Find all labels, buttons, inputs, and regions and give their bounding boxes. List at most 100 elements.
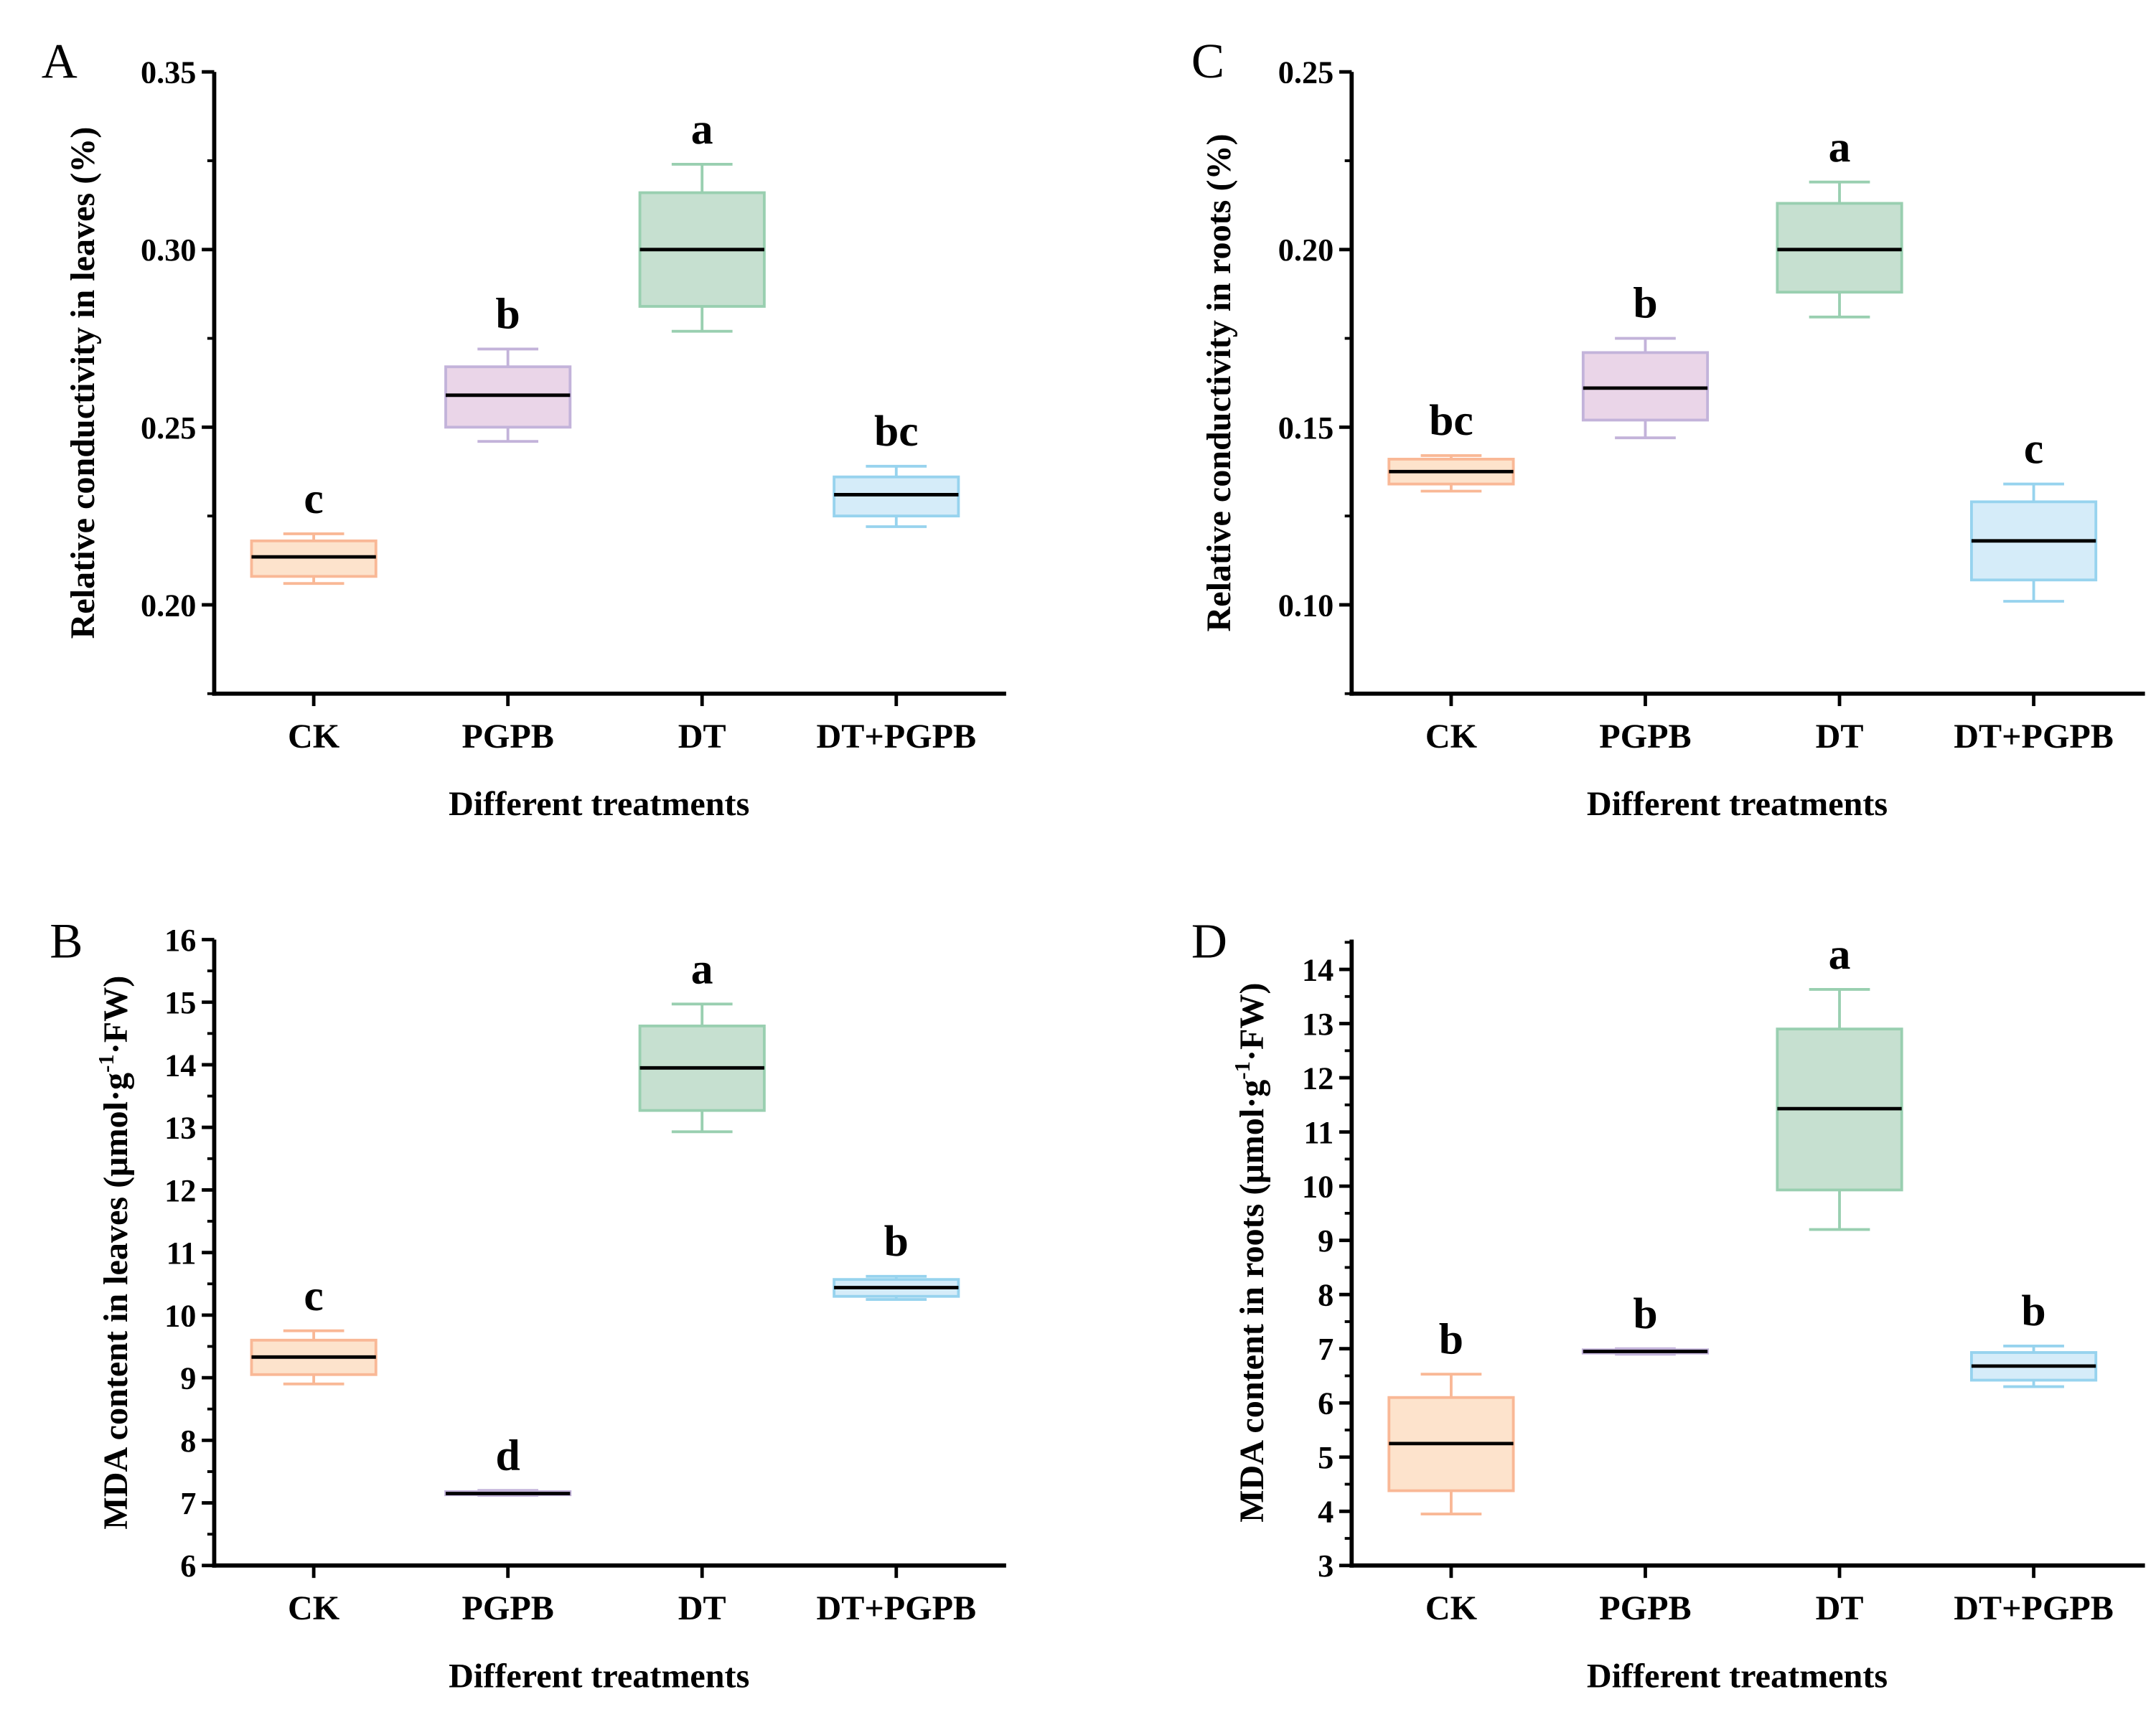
- significance-letter: c: [304, 1271, 323, 1320]
- box-dt: a: [1776, 930, 1903, 1231]
- y-tick-label: 11: [167, 1236, 197, 1271]
- significance-letter: bc: [874, 407, 919, 456]
- y-tick-label: 10: [1302, 1170, 1334, 1205]
- y-axis-title: Relative conductivity in leaves (%): [64, 127, 102, 639]
- y-axis-title-text: MDA content in leaves (μmol·g: [97, 1073, 135, 1530]
- significance-letter: a: [691, 944, 713, 993]
- y-tick-label: 15: [164, 985, 196, 1020]
- box-dt-plus-pgpb: b: [1970, 1287, 2098, 1388]
- significance-letter: bc: [1429, 396, 1473, 445]
- panel-c: C 0.10 0.15 0.20 0.25 Relative conductivity i…: [1191, 33, 2145, 823]
- x-tick-label: DT+PGPB: [1954, 718, 2114, 756]
- y-axis-title: MDA content in roots (μmol·g-1·FW): [1230, 982, 1271, 1522]
- y-axis-title: Relative conductivity in roots (%): [1200, 133, 1238, 631]
- x-axis-title: Different treatments: [1587, 785, 1888, 823]
- x-tick-label: PGPB: [1599, 1589, 1691, 1627]
- x-tick-label: DT+PGPB: [816, 718, 976, 756]
- x-tick-label: DT+PGPB: [1954, 1589, 2114, 1627]
- y-axis-title: MDA content in leaves (μmol·g-1·FW): [94, 976, 135, 1530]
- panel-label: B: [50, 913, 83, 969]
- y-tick-label: 11: [1303, 1115, 1334, 1150]
- iqr-box: [1776, 202, 1903, 294]
- y-tick-label: 0.10: [1278, 588, 1334, 623]
- y-axis-title-suffix: ·FW): [97, 976, 135, 1055]
- box-dt-plus-pgpb: bc: [833, 407, 960, 528]
- x-tick-label: PGPB: [462, 718, 554, 756]
- significance-letter: b: [496, 290, 520, 339]
- y-tick-label: 13: [164, 1111, 196, 1146]
- y-tick-label: 14: [1302, 952, 1334, 987]
- significance-letter: c: [2024, 425, 2043, 474]
- box-pgpb: b: [1581, 1289, 1710, 1356]
- y-tick-label: 3: [1318, 1548, 1334, 1584]
- y-tick-label: 8: [1318, 1278, 1334, 1313]
- box-pgpb: d: [444, 1431, 572, 1497]
- x-tick-label: PGPB: [1599, 718, 1691, 756]
- y-tick-label: 7: [1318, 1332, 1334, 1367]
- significance-letter: a: [691, 105, 713, 154]
- x-tick-label: PGPB: [462, 1589, 554, 1627]
- y-tick-label: 8: [180, 1424, 196, 1459]
- x-axis-title: Different treatments: [1587, 1657, 1888, 1695]
- x-tick-label: CK: [1425, 1589, 1478, 1627]
- iqr-box: [250, 539, 378, 578]
- x-tick-label: DT: [678, 1589, 726, 1627]
- significance-letter: a: [1829, 930, 1851, 979]
- y-tick-label: 0.20: [1278, 232, 1334, 268]
- y-tick-label: 12: [1302, 1060, 1334, 1096]
- y-tick-label: 9: [1318, 1223, 1334, 1259]
- panel-label: D: [1191, 913, 1227, 969]
- y-tick-label: 0.25: [141, 410, 196, 446]
- box-dt: a: [1776, 123, 1903, 319]
- iqr-box: [833, 475, 960, 518]
- x-tick-label: CK: [1425, 718, 1478, 756]
- y-axis-title-sup: -1: [1230, 1061, 1255, 1080]
- panel-d: D 3 4 5 6 7 8 9 10 11 12 13 14 MDA content in roots (…: [1191, 913, 2145, 1695]
- box-ck: b: [1387, 1314, 1515, 1515]
- significance-letter: b: [2021, 1287, 2045, 1335]
- y-tick-label: 6: [180, 1548, 196, 1584]
- x-tick-label: CK: [288, 1589, 340, 1627]
- box-ck: c: [250, 1271, 378, 1386]
- x-axis-title: Different treatments: [449, 1657, 749, 1695]
- box-dt-plus-pgpb: b: [833, 1217, 960, 1302]
- y-tick-label: 9: [180, 1361, 196, 1396]
- panel-a: A 0.20 0.25 0.30 0.35 Relative conductivity i…: [42, 33, 1006, 823]
- x-tick-label: DT+PGPB: [816, 1589, 976, 1627]
- x-tick-label: CK: [288, 718, 340, 756]
- iqr-box: [1581, 351, 1710, 422]
- box-dt-plus-pgpb: c: [1970, 425, 2098, 603]
- panel-label: A: [42, 33, 78, 88]
- x-tick-label: DT: [1816, 1589, 1864, 1627]
- significance-letter: b: [884, 1217, 909, 1266]
- y-axis-title-text: Relative conductivity in leaves (%): [64, 127, 102, 639]
- box-ck: c: [250, 474, 378, 585]
- y-tick-label: 16: [164, 923, 196, 958]
- box-pgpb: b: [1581, 279, 1710, 440]
- significance-letter: c: [304, 474, 323, 523]
- y-tick-label: 4: [1318, 1495, 1334, 1530]
- y-tick-label: 10: [164, 1298, 196, 1333]
- y-tick-label: 5: [1318, 1440, 1334, 1475]
- y-tick-label: 0.15: [1278, 410, 1334, 446]
- y-tick-label: 12: [164, 1173, 196, 1208]
- x-tick-label: DT: [678, 718, 726, 756]
- significance-letter: b: [1633, 279, 1657, 328]
- significance-letter: b: [1633, 1289, 1657, 1338]
- y-tick-label: 7: [180, 1486, 196, 1521]
- box-ck: bc: [1387, 396, 1515, 493]
- x-axis-title: Different treatments: [449, 785, 749, 823]
- y-tick-label: 0.30: [141, 232, 196, 268]
- panel-b: B 6 7 8 9 10 11 12 13 14 15 16 MDA content in leaves…: [50, 913, 1006, 1695]
- significance-letter: b: [1439, 1314, 1463, 1363]
- box-dt: a: [638, 105, 766, 333]
- y-axis-title-suffix: ·FW): [1233, 982, 1271, 1061]
- y-tick-label: 0.35: [141, 55, 196, 90]
- y-tick-label: 14: [164, 1048, 196, 1083]
- x-tick-label: DT: [1816, 718, 1864, 756]
- box-dt: a: [638, 944, 766, 1134]
- panel-label: C: [1191, 33, 1224, 88]
- y-tick-label: 13: [1302, 1007, 1334, 1042]
- y-axis-title-text: Relative conductivity in roots (%): [1200, 133, 1238, 631]
